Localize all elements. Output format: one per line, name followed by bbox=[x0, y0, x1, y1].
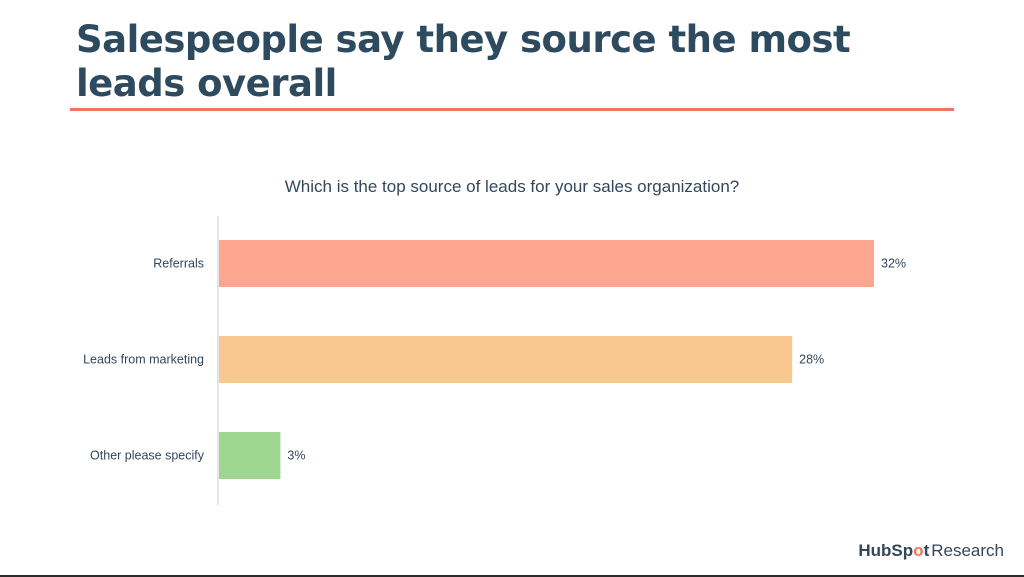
value-label: 32% bbox=[881, 257, 906, 271]
slide-title: Salespeople say they source the most lea… bbox=[76, 18, 851, 105]
brand-research: Research bbox=[931, 541, 1004, 560]
value-label: 28% bbox=[799, 353, 824, 367]
category-label: Other please specify bbox=[90, 449, 205, 463]
hubspot-research-logo: HubSpot Research bbox=[858, 541, 1004, 561]
brand-dot: o bbox=[913, 541, 924, 560]
brand-t: t bbox=[923, 541, 930, 560]
value-label: 3% bbox=[287, 449, 305, 463]
bar-1 bbox=[219, 336, 793, 383]
bar-0 bbox=[219, 240, 874, 287]
brand-hub: HubSp bbox=[858, 541, 914, 560]
bar-chart: Referrals 32% Leads from marketing 28% Other… bbox=[83, 216, 906, 505]
category-label: Referrals bbox=[153, 257, 204, 271]
chart-title: Which is the top source of leads for you… bbox=[284, 177, 740, 196]
title-divider bbox=[70, 108, 954, 111]
bottom-border bbox=[0, 575, 1024, 577]
bar-2 bbox=[219, 432, 281, 479]
category-label: Leads from marketing bbox=[83, 353, 204, 367]
